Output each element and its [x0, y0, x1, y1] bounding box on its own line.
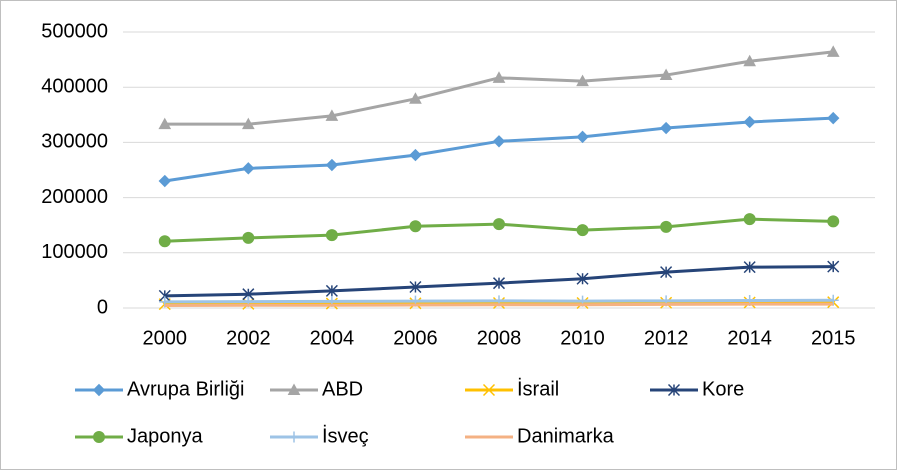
marker — [325, 158, 339, 172]
x-tick-label: 2010 — [560, 327, 605, 349]
marker — [660, 220, 673, 233]
legend-label: Japonya — [127, 425, 203, 447]
marker — [158, 235, 171, 248]
marker — [492, 277, 506, 290]
marker — [409, 220, 422, 233]
marker — [242, 162, 255, 175]
marker — [743, 54, 757, 67]
marker — [409, 92, 422, 104]
marker — [826, 45, 840, 57]
marker — [667, 383, 681, 397]
marker — [743, 213, 756, 226]
legend-item: Avrupa Birliği — [75, 378, 244, 400]
y-tick-label: 100000 — [41, 241, 108, 263]
marker — [492, 71, 506, 83]
marker — [242, 231, 255, 244]
x-tick-label: 2012 — [644, 327, 689, 349]
x-tick-label: 2002 — [226, 327, 271, 349]
marker — [92, 383, 106, 397]
marker — [158, 117, 172, 130]
legend-item: İsveç — [270, 424, 369, 447]
legend-label: ABD — [322, 378, 363, 400]
legend-label: Danimarka — [517, 425, 615, 447]
marker — [743, 261, 756, 274]
marker — [576, 130, 589, 144]
marker — [659, 68, 673, 81]
y-tick-label: 500000 — [41, 20, 108, 42]
y-tick-label: 0 — [97, 296, 108, 318]
marker — [409, 280, 422, 294]
marker — [493, 218, 505, 231]
marker — [827, 111, 840, 125]
marker — [743, 115, 756, 129]
marker — [325, 229, 338, 242]
y-tick-label: 300000 — [41, 131, 108, 153]
legend-item: Japonya — [75, 425, 203, 447]
x-tick-label: 2008 — [477, 327, 522, 349]
x-tick-label: 2004 — [310, 327, 355, 349]
marker — [287, 383, 301, 395]
marker — [159, 296, 171, 308]
y-tick-label: 400000 — [41, 75, 108, 97]
marker — [827, 260, 840, 273]
marker — [325, 109, 339, 121]
marker — [576, 74, 589, 87]
marker — [409, 148, 422, 162]
marker — [325, 284, 338, 297]
marker — [576, 272, 589, 285]
legend-item: Danimarka — [465, 425, 615, 447]
marker — [492, 135, 506, 148]
legend-label: İsveç — [322, 424, 369, 447]
legend-item: Kore — [650, 378, 744, 400]
legend-label: İsrail — [517, 377, 559, 400]
x-tick-label: 2014 — [727, 327, 772, 349]
marker — [482, 383, 496, 397]
y-tick-label: 200000 — [41, 186, 108, 208]
marker — [827, 215, 840, 228]
marker — [288, 431, 300, 443]
marker — [659, 121, 673, 135]
x-tick-label: 2000 — [143, 327, 188, 349]
legend-label: Kore — [702, 378, 744, 400]
marker — [158, 174, 171, 188]
legend-item: ABD — [270, 378, 363, 400]
marker — [241, 117, 255, 130]
legend-item: İsrail — [465, 377, 559, 400]
marker — [660, 266, 673, 279]
x-tick-label: 2015 — [811, 327, 856, 349]
x-tick-label: 2006 — [393, 327, 438, 349]
marker — [93, 431, 105, 443]
series-line — [164, 302, 834, 308]
marker — [576, 224, 589, 237]
legend-label: Avrupa Birliği — [127, 378, 244, 400]
